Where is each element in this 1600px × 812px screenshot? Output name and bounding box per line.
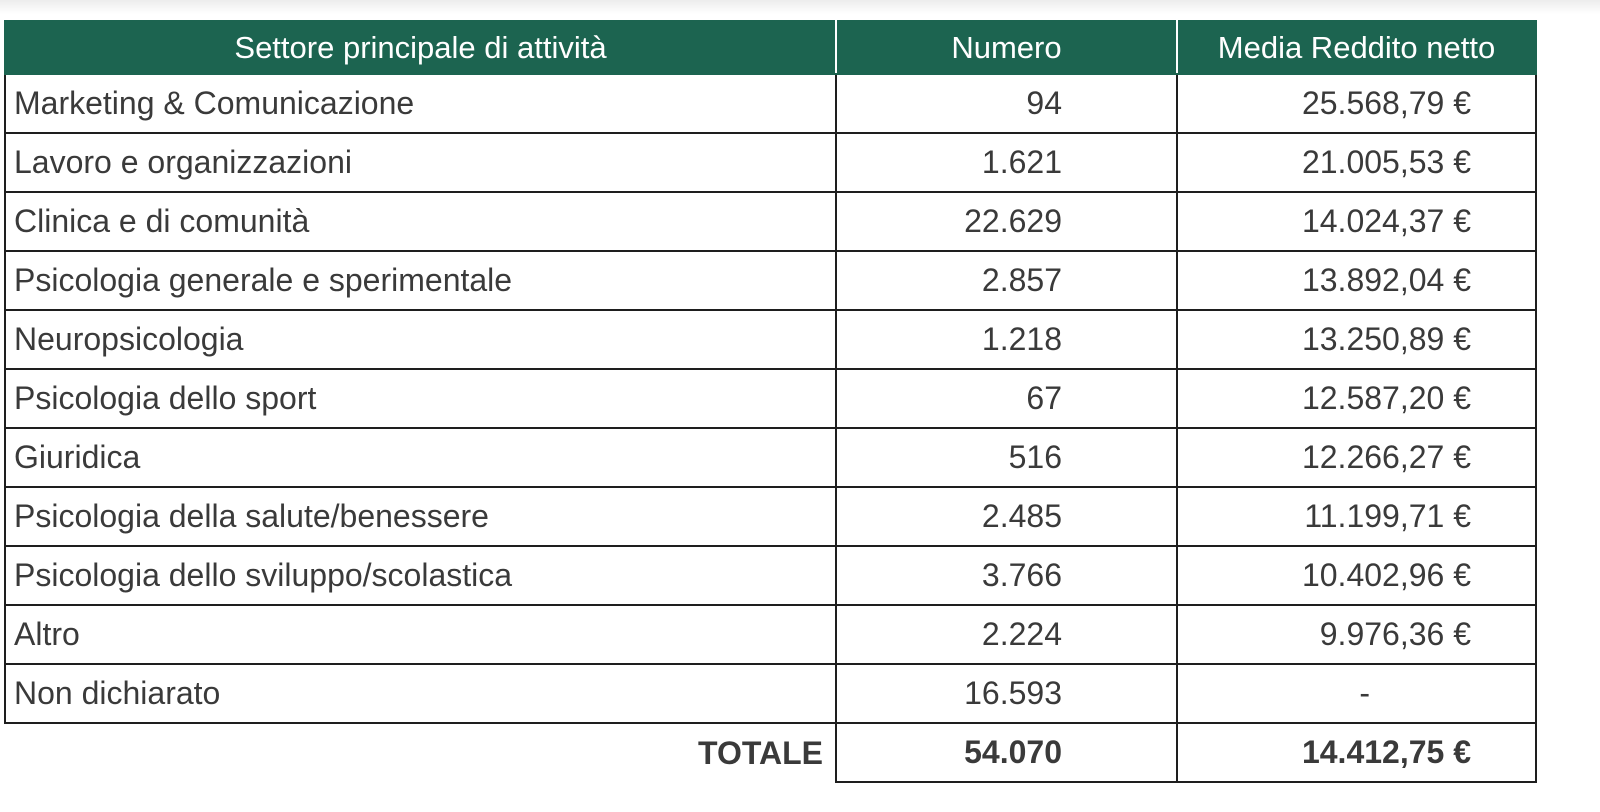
top-shade (0, 0, 1600, 14)
table-row: Clinica e di comunità 22.629 14.024,37 € (4, 191, 1537, 252)
sector-cell: Psicologia dello sviluppo/scolastica (4, 545, 837, 606)
table-row: Giuridica 516 12.266,27 € (4, 427, 1537, 488)
sector-cell: Psicologia della salute/benessere (4, 486, 837, 547)
total-row: TOTALE 54.070 14.412,75 € (5, 722, 1537, 783)
sector-cell: Altro (4, 604, 837, 665)
table-row: Psicologia della salute/benessere 2.485 … (4, 486, 1537, 547)
table-header: Settore principale di attività Numero Me… (4, 20, 1537, 75)
avg-income-cell: - (1176, 663, 1537, 724)
table-row: Neuropsicologia 1.218 13.250,89 € (4, 309, 1537, 370)
count-cell: 2.224 (835, 604, 1178, 665)
count-cell: 516 (835, 427, 1178, 488)
total-count: 54.070 (835, 722, 1178, 783)
header-sector: Settore principale di attività (4, 20, 837, 75)
count-cell: 67 (835, 368, 1178, 429)
table-row: Lavoro e organizzazioni 1.621 21.005,53 … (4, 132, 1537, 193)
header-row: Settore principale di attività Numero Me… (4, 20, 1537, 75)
table-row: Psicologia dello sviluppo/scolastica 3.7… (4, 545, 1537, 606)
income-by-sector-table: Settore principale di attività Numero Me… (4, 20, 1537, 783)
count-cell: 1.218 (835, 309, 1178, 370)
count-cell: 22.629 (835, 191, 1178, 252)
header-count: Numero (835, 20, 1178, 75)
count-cell: 2.857 (835, 250, 1178, 311)
avg-income-cell: 12.587,20 € (1176, 368, 1537, 429)
sector-cell: Non dichiarato (4, 663, 837, 724)
sector-cell: Neuropsicologia (4, 309, 837, 370)
sector-cell: Clinica e di comunità (4, 191, 837, 252)
avg-income-cell: 13.250,89 € (1176, 309, 1537, 370)
count-cell: 2.485 (835, 486, 1178, 547)
table-row: Psicologia dello sport 67 12.587,20 € (4, 368, 1537, 429)
count-cell: 16.593 (835, 663, 1178, 724)
table-body: Marketing & Comunicazione 94 25.568,79 €… (4, 73, 1537, 783)
avg-income-cell: 11.199,71 € (1176, 486, 1537, 547)
header-avg-income: Media Reddito netto (1176, 20, 1537, 75)
sector-cell: Psicologia dello sport (4, 368, 837, 429)
sector-cell: Marketing & Comunicazione (4, 73, 837, 134)
avg-income-cell: 14.024,37 € (1176, 191, 1537, 252)
table-row: Altro 2.224 9.976,36 € (4, 604, 1537, 665)
avg-income-cell: 12.266,27 € (1176, 427, 1537, 488)
count-cell: 1.621 (835, 132, 1178, 193)
table-row: Psicologia generale e sperimentale 2.857… (4, 250, 1537, 311)
avg-income-cell: 21.005,53 € (1176, 132, 1537, 193)
sector-cell: Giuridica (4, 427, 837, 488)
total-label: TOTALE (5, 722, 837, 782)
sector-cell: Lavoro e organizzazioni (4, 132, 837, 193)
avg-income-cell: 25.568,79 € (1176, 73, 1537, 134)
count-cell: 94 (835, 73, 1178, 134)
avg-income-cell: 9.976,36 € (1176, 604, 1537, 665)
sector-cell: Psicologia generale e sperimentale (4, 250, 837, 311)
avg-income-cell: 13.892,04 € (1176, 250, 1537, 311)
table-row: Non dichiarato 16.593 - (4, 663, 1537, 724)
avg-income-cell: 10.402,96 € (1176, 545, 1537, 606)
total-avg-income: 14.412,75 € (1176, 722, 1537, 783)
count-cell: 3.766 (835, 545, 1178, 606)
table-row: Marketing & Comunicazione 94 25.568,79 € (4, 73, 1537, 134)
